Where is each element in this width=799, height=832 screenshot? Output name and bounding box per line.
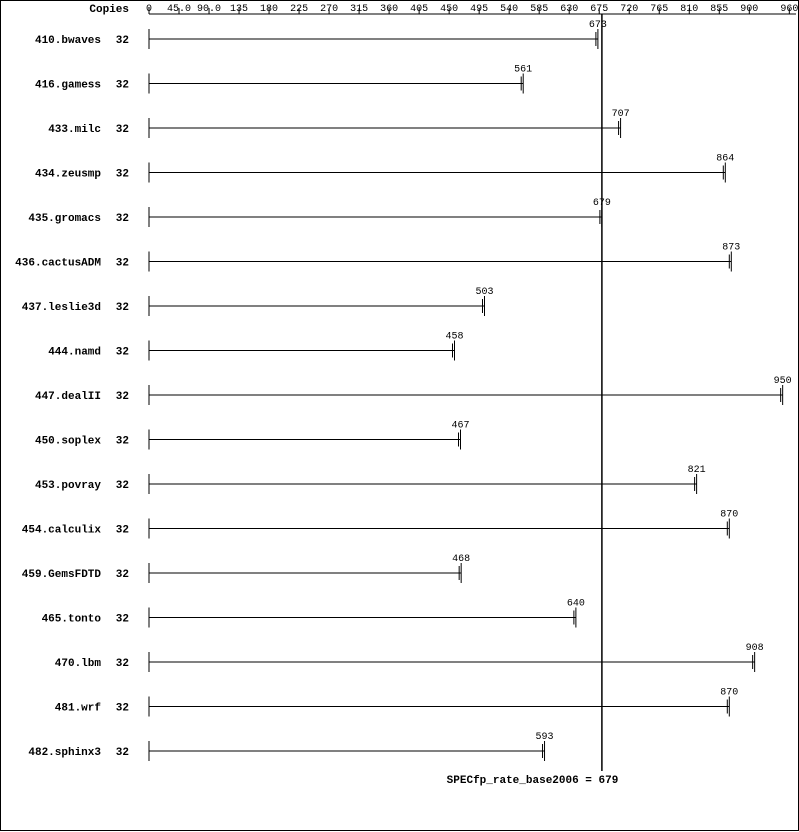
benchmark-name: 410.bwaves [35,35,101,47]
benchmark-name: 435.gromacs [28,213,101,225]
benchmark-name: 453.povray [35,480,101,492]
bar-value-label: 593 [536,732,554,743]
copies-value: 32 [116,391,129,403]
x-tick-label: 900 [740,4,758,15]
x-tick-label: 960 [780,4,798,15]
chart-container: 0 45.0 90.0 135 180 225 270 315 360 405 450 495 540 5… [0,0,799,831]
x-tick-label: 855 [710,4,728,15]
x-tick-label: 765 [650,4,668,15]
bar-value-label: 870 [720,688,738,699]
bar-value-label: 467 [451,421,469,432]
copies-value: 32 [116,35,129,47]
copies-value: 32 [116,703,129,715]
copies-value: 32 [116,302,129,314]
bar-value-label: 640 [567,599,585,610]
bar-value-label: 864 [716,154,734,165]
bar-value-label: 908 [746,643,764,654]
benchmark-name: 433.milc [48,124,101,136]
x-tick-label: 405 [410,4,428,15]
bar-value-label: 873 [722,243,740,254]
benchmark-name: 470.lbm [55,658,102,670]
x-tick-label: 540 [500,4,518,15]
benchmark-name: 436.cactusADM [15,258,101,270]
benchmark-name: 465.tonto [42,614,102,626]
x-tick-label: 315 [350,4,368,15]
benchmark-name: 434.zeusmp [35,169,101,181]
copies-value: 32 [116,213,129,225]
copies-value: 32 [116,436,129,448]
benchmark-name: 437.leslie3d [22,302,101,314]
benchmark-name: 450.soplex [35,436,101,448]
x-tick-label: 450 [440,4,458,15]
copies-value: 32 [116,347,129,359]
copies-value: 32 [116,258,129,270]
x-tick-label: 45.0 [167,4,191,15]
x-tick-label: 495 [470,4,488,15]
copies-value: 32 [116,169,129,181]
x-tick-label: 630 [560,4,578,15]
copies-value: 32 [116,614,129,626]
benchmark-name: 416.gamess [35,80,101,92]
benchmark-name: 454.calculix [22,525,102,537]
benchmark-name: 444.namd [48,347,101,359]
bar-value-label: 821 [688,465,706,476]
benchmark-name: 481.wrf [55,703,102,715]
bar-value-label: 561 [514,65,532,76]
bar-value-label: 458 [445,332,463,343]
copies-value: 32 [116,747,129,759]
copies-value: 32 [116,569,129,581]
copies-value: 32 [116,80,129,92]
bar-value-label: 950 [774,376,792,387]
footer-label: SPECfp_rate_base2006 = 679 [447,775,619,787]
benchmark-name: 459.GemsFDTD [22,569,102,581]
x-tick-label: 270 [320,4,338,15]
x-tick-label: 675 [590,4,608,15]
x-tick-label: 585 [530,4,548,15]
x-tick-label: 360 [380,4,398,15]
bar-value-label: 673 [589,20,607,31]
x-tick-label: 720 [620,4,638,15]
copies-value: 32 [116,658,129,670]
copies-value: 32 [116,480,129,492]
bar-value-label: 468 [452,554,470,565]
x-tick-label: 810 [680,4,698,15]
spec-chart: 0 45.0 90.0 135 180 225 270 315 360 405 450 495 540 5… [1,1,799,832]
copies-value: 32 [116,124,129,136]
copies-value: 32 [116,525,129,537]
x-tick-label: 180 [260,4,278,15]
bar-value-label: 503 [475,287,493,298]
x-tick-label: 90.0 [197,4,221,15]
bar-value-label: 870 [720,510,738,521]
x-tick-label: 225 [290,4,308,15]
x-tick-label: 135 [230,4,248,15]
x-tick-label: 0 [146,4,152,15]
benchmark-name: 482.sphinx3 [28,747,101,759]
benchmark-name: 447.dealII [35,391,101,403]
copies-header: Copies [89,4,129,16]
bar-value-label: 707 [612,109,630,120]
